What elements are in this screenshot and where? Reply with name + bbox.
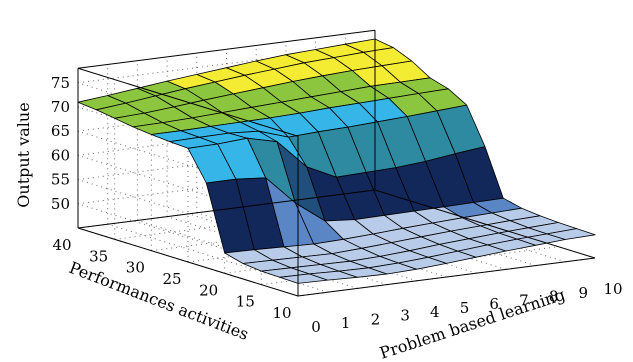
z-tick-label: 60 — [51, 146, 70, 164]
y-tick-label: 10 — [272, 304, 291, 322]
x-tick-label: 3 — [400, 307, 410, 325]
x-tick-label: 7 — [519, 291, 529, 309]
x-tick-label: 2 — [371, 310, 381, 328]
box-edge — [77, 227, 299, 297]
x-tick-label: 4 — [430, 303, 440, 321]
y-tick-label: 35 — [89, 247, 108, 265]
z-axis-label: Output value — [14, 102, 33, 207]
z-tick-label: 70 — [51, 98, 70, 116]
grid-line — [107, 223, 328, 293]
box-edge — [297, 257, 596, 297]
y-tick-label: 15 — [236, 293, 255, 311]
box-edge — [77, 29, 376, 69]
box-edge — [77, 67, 299, 137]
y-tick-label: 40 — [52, 236, 71, 254]
x-tick-label: 10 — [603, 280, 622, 298]
y-tick-label: 30 — [126, 259, 145, 277]
y-tick-label: 25 — [162, 270, 181, 288]
x-tick-label: 9 — [579, 284, 589, 302]
plot-box — [77, 29, 596, 297]
x-tick-label: 5 — [460, 299, 470, 317]
x-tick-label: 0 — [311, 318, 321, 336]
z-tick-label: 55 — [51, 171, 70, 189]
z-tick-label: 65 — [51, 122, 70, 140]
z-tick-label: 50 — [51, 195, 70, 213]
x-tick-label: 6 — [489, 295, 499, 313]
box-edge — [77, 189, 376, 229]
x-tick-label: 8 — [549, 288, 559, 306]
z-tick-label: 75 — [51, 74, 70, 92]
surface-patch — [546, 228, 596, 240]
box-edge — [374, 189, 596, 259]
y-axis-label: Performances activities — [67, 258, 252, 344]
y-tick-label: 20 — [199, 281, 218, 299]
x-tick-label: 1 — [341, 314, 351, 332]
surface — [77, 38, 596, 284]
tick-labels: 0 1 2 3 4 5 6 7 8 9 10 10 15 20 25 30 35 40 50 55 60 65 70 75 — [51, 74, 623, 336]
grid-line — [77, 154, 299, 224]
grid-line — [77, 203, 299, 273]
grid-line — [77, 130, 299, 200]
